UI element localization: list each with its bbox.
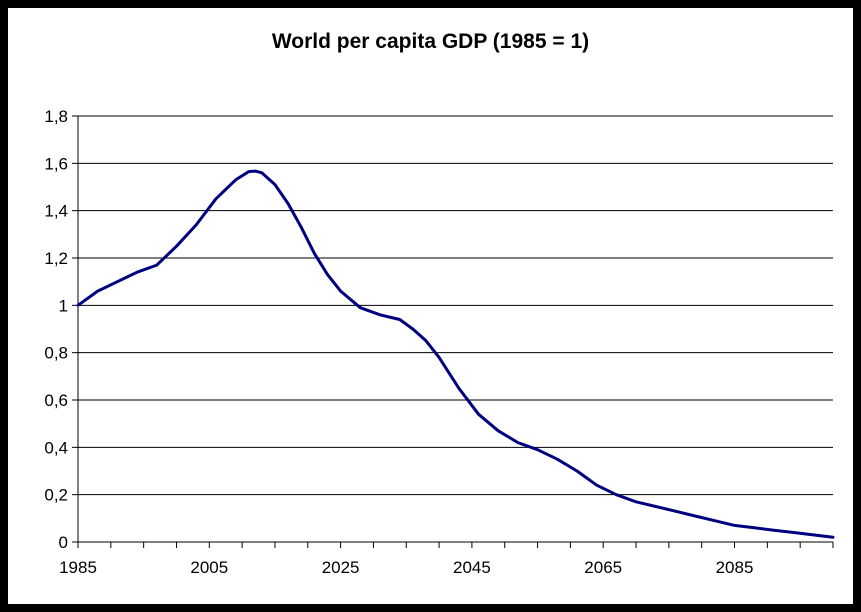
y-tick-label: 0,6 [44, 391, 68, 410]
y-tick-label: 0 [59, 533, 68, 552]
y-tick-label: 1,2 [44, 249, 68, 268]
x-tick-label: 2045 [453, 558, 491, 577]
y-tick-label: 0,2 [44, 486, 68, 505]
series-line [76, 169, 835, 539]
gridlines [78, 115, 833, 496]
axes [72, 115, 834, 548]
x-tick-label: 2005 [190, 558, 228, 577]
x-tick-label: 1985 [59, 558, 97, 577]
x-tick-labels: 1985 2005 2025 2045 2065 2085 [59, 558, 753, 577]
line-chart: 0 0,2 0,4 0,6 0,8 1 1,2 1,4 1,6 1,8 1985 2005 2025 2… [44, 107, 835, 577]
chart-frame: World per capita GDP (1985 = 1) 0 0,2 0,4 0… [8, 8, 853, 604]
y-tick-label: 0,8 [44, 344, 68, 363]
y-tick-labels: 0 0,2 0,4 0,6 0,8 1 1,2 1,4 1,6 1,8 [44, 107, 68, 552]
y-tick-label: 1,8 [44, 107, 68, 126]
x-tick-label: 2065 [584, 558, 622, 577]
y-tick-label: 0,4 [44, 438, 68, 457]
series-lines [76, 169, 835, 539]
x-tick-label: 2085 [716, 558, 754, 577]
y-tick-label: 1,4 [44, 202, 68, 221]
y-tick-label: 1 [59, 296, 68, 315]
y-tick-label: 1,6 [44, 154, 68, 173]
x-tick-label: 2025 [322, 558, 360, 577]
chart-title: World per capita GDP (1985 = 1) [271, 30, 590, 53]
